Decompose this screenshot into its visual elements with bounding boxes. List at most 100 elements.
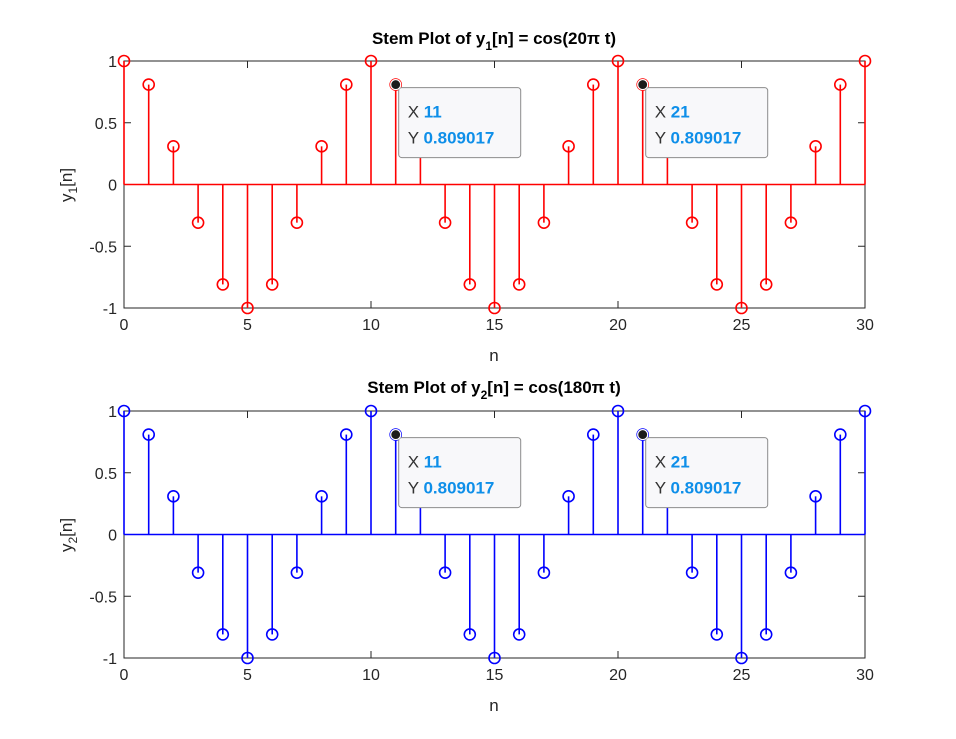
subplot-1-x-tick-label: 15 [486,317,504,334]
subplot-1-x-tick-label: 5 [243,317,252,334]
subplot-1-stem-marker [685,216,699,229]
subplot-1-datatip-2-marker [637,78,649,91]
subplot-1-x-tick-label: 25 [733,317,751,334]
subplot-1: Stem Plot of y1[n] = cos(20π t) 0 5 10 15 20… [57,29,874,365]
subplot-1-datatip-1-marker [390,78,402,91]
subplot-1-x-tick-label: 10 [362,317,380,334]
subplot-1-stem-marker [858,54,872,68]
subplot-2-stem-marker [586,428,600,441]
subplot-2-title: Stem Plot of y2[n] = cos(180π t) [367,378,621,402]
subplot-1-y-label: y1[n] [57,168,80,202]
subplot-2-stem-marker [117,404,131,418]
subplot-2-stem-marker [364,404,378,418]
subplot-2-stem-marker [562,490,575,503]
subplot-2-x-tick-label: 30 [856,667,874,684]
subplot-2-datatip-1-marker [390,428,402,441]
subplot-2-y-tick-label: -0.5 [89,589,117,606]
subplot-1-stem-marker [488,301,501,315]
subplot-1-datatip-1-box [398,87,522,159]
subplot-1-stem-marker [735,301,748,315]
subplot-1-stem-marker [784,216,798,229]
subplot-1-stem-marker [364,54,378,68]
subplot-1-stem-marker [265,278,279,291]
subplot-2-stem-marker [611,404,625,418]
subplot-2-stem-marker [809,490,822,503]
subplot-2-stem-marker [265,628,279,641]
subplot-1-datatip-2-y: Y 0.809017 [655,129,742,148]
subplot-2-stem-marker [759,628,773,641]
subplot-2-stem-marker [142,428,155,441]
subplot-1-stem-marker [611,54,625,68]
subplot-1-stem-marker [339,78,353,91]
subplot-1-y-tick-label: -0.5 [89,239,117,256]
subplot-1-datatip-2-x: X 21 [655,103,690,122]
subplot-2-datatip-2-box [645,437,769,509]
subplot-1-datatip-1-x: X 11 [408,103,442,122]
subplot-2-stem-marker [858,404,872,418]
subplot-1-y-tick-label: 0.5 [95,116,117,133]
subplot-1-datatip-2-box [645,87,769,159]
subplot-1-stem-marker [142,78,155,91]
subplot-1-x-label: n [489,346,498,365]
subplot-1-stem-marker [463,278,477,291]
subplot-1-stem-marker [710,278,724,291]
subplot-1-y-tick-label: 1 [108,54,117,71]
subplot-2-datatip-2-y: Y 0.809017 [655,479,742,498]
subplot-1-stem-marker [833,78,847,91]
subplot-2-x-label: n [489,696,498,715]
subplot-2-y-label: y2[n] [57,518,80,552]
subplot-2-stem-marker [512,628,526,641]
subplot-2-stem-marker [216,628,230,641]
subplot-2-x-tick-label: 20 [609,667,627,684]
subplot-2-stem-marker [290,566,304,579]
subplot-1-stem-marker [216,278,230,291]
subplot-2-stem-marker [488,651,501,665]
subplot-1-stem-marker [537,216,551,229]
subplot-1-stem-marker [167,140,180,153]
subplot-1-stem-marker [241,301,254,315]
subplot-2-y-tick-label: -1 [103,651,117,668]
subplot-2-stem-marker [241,651,254,665]
subplot-1-x-tick-label: 20 [609,317,627,334]
subplot-2-stem-marker [167,490,180,503]
subplot-2-y-tick-label: 1 [108,404,117,421]
subplot-2-x-tick-label: 10 [362,667,380,684]
subplot-1-stem-marker [512,278,526,291]
subplot-2-y-tick-label: 0.5 [95,466,117,483]
subplot-1-stem-marker [438,216,452,229]
subplot-2-datatip-1-y: Y 0.809017 [408,479,495,498]
subplot-1-x-tick-label: 30 [856,317,874,334]
subplot-2-stem-marker [710,628,724,641]
subplot-2: Stem Plot of y2[n] = cos(180π t) 0 5 10 15 2… [57,378,874,715]
subplot-2-datatip-2-marker [637,428,649,441]
subplot-2-x-tick-label: 25 [733,667,751,684]
subplot-1-stem-marker [759,278,773,291]
subplot-2-stem-marker [191,566,205,579]
subplot-2-datatip-1-box [398,437,522,509]
subplot-1-stem-marker [290,216,304,229]
subplot-2-stem-marker [537,566,551,579]
subplot-2-x-tick-label: 5 [243,667,252,684]
subplot-2-x-tick-label: 0 [120,667,129,684]
subplot-2-datatip-1-x: X 11 [408,453,442,472]
subplot-2-x-tick-label: 15 [486,667,504,684]
subplot-1-title: Stem Plot of y1[n] = cos(20π t) [372,29,616,53]
subplot-2-stem-marker [784,566,798,579]
subplot-1-x-tick-label: 0 [120,317,129,334]
subplot-1-y-tick-label: -1 [103,301,117,318]
subplot-2-stem-marker [685,566,699,579]
subplot-2-datatip-2-x: X 21 [655,453,690,472]
subplot-2-y-tick-label: 0 [108,528,117,545]
subplot-2-stem-marker [438,566,452,579]
subplot-1-stem-marker [117,54,131,68]
subplot-2-stem-marker [463,628,477,641]
subplot-1-stem-marker [191,216,205,229]
subplot-2-stem-marker [339,428,353,441]
subplot-1-stem-marker [586,78,600,91]
subplot-2-stem-marker [833,428,847,441]
subplot-1-stem-marker [809,140,822,153]
subplot-2-stem-marker [315,490,328,503]
subplot-1-y-tick-label: 0 [108,178,117,195]
subplot-2-stem-marker [735,651,748,665]
